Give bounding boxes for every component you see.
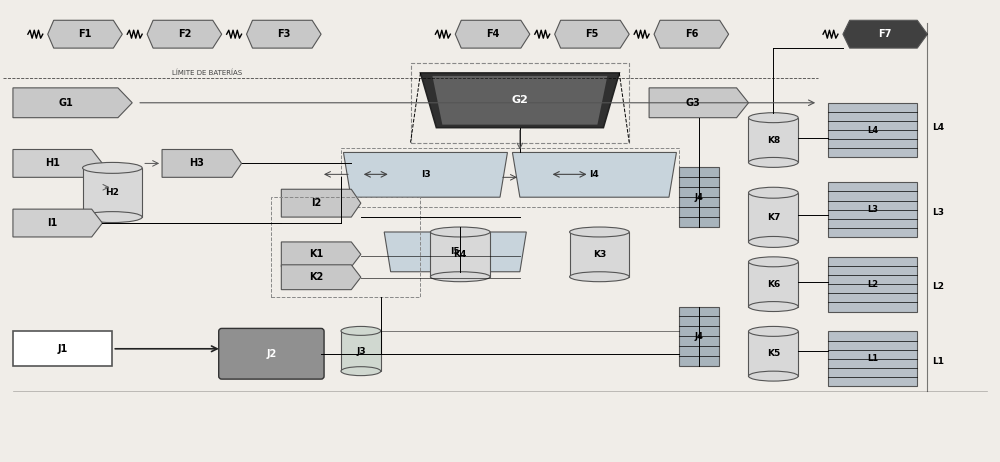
Text: K8: K8 <box>767 135 780 145</box>
Text: L1: L1 <box>867 354 878 363</box>
Polygon shape <box>247 20 321 48</box>
Text: F6: F6 <box>685 29 698 39</box>
Ellipse shape <box>430 227 490 237</box>
Ellipse shape <box>748 327 798 336</box>
Ellipse shape <box>83 212 142 223</box>
Text: I2: I2 <box>311 198 321 208</box>
Ellipse shape <box>748 371 798 381</box>
FancyBboxPatch shape <box>13 331 112 366</box>
Ellipse shape <box>430 272 490 282</box>
Text: F1: F1 <box>78 29 92 39</box>
Text: K6: K6 <box>767 280 780 289</box>
Polygon shape <box>281 189 361 217</box>
Polygon shape <box>13 209 102 237</box>
Bar <box>679 167 719 227</box>
Text: L3: L3 <box>867 205 878 214</box>
Polygon shape <box>420 73 619 128</box>
Ellipse shape <box>748 302 798 311</box>
Polygon shape <box>13 88 132 118</box>
FancyBboxPatch shape <box>219 328 324 379</box>
Ellipse shape <box>570 227 629 237</box>
Bar <box>748 193 798 242</box>
Bar <box>828 331 917 386</box>
Ellipse shape <box>341 367 381 376</box>
Bar <box>570 232 629 277</box>
Bar <box>341 147 679 207</box>
Text: F2: F2 <box>178 29 191 39</box>
Bar <box>341 331 381 371</box>
Bar <box>748 262 798 307</box>
Polygon shape <box>13 150 102 177</box>
Polygon shape <box>654 20 729 48</box>
Ellipse shape <box>570 272 629 282</box>
Text: I5: I5 <box>450 247 460 256</box>
Ellipse shape <box>748 187 798 198</box>
Text: L2: L2 <box>867 280 878 289</box>
Text: K1: K1 <box>309 249 323 259</box>
Polygon shape <box>384 232 526 272</box>
Bar <box>748 118 798 163</box>
Polygon shape <box>281 242 361 267</box>
Text: H3: H3 <box>190 158 204 169</box>
Text: G1: G1 <box>58 98 73 108</box>
Ellipse shape <box>748 257 798 267</box>
Text: G2: G2 <box>511 95 528 105</box>
Text: F5: F5 <box>585 29 599 39</box>
Text: L4: L4 <box>867 126 878 134</box>
Ellipse shape <box>83 163 142 173</box>
Text: K3: K3 <box>593 250 606 259</box>
Ellipse shape <box>748 113 798 122</box>
Text: F7: F7 <box>878 29 892 39</box>
Text: K7: K7 <box>767 213 780 222</box>
Text: K4: K4 <box>454 250 467 259</box>
Text: LÍMITE DE BATERÍAS: LÍMITE DE BATERÍAS <box>172 69 242 76</box>
Text: F3: F3 <box>277 29 290 39</box>
Bar <box>679 307 719 366</box>
Polygon shape <box>162 150 242 177</box>
Text: I3: I3 <box>421 170 430 179</box>
Text: K2: K2 <box>309 272 323 282</box>
Ellipse shape <box>748 158 798 167</box>
Text: G3: G3 <box>685 98 700 108</box>
Text: H2: H2 <box>105 188 119 197</box>
Ellipse shape <box>748 237 798 247</box>
Bar <box>83 168 142 217</box>
Text: J2: J2 <box>266 349 277 359</box>
Ellipse shape <box>341 327 381 335</box>
Polygon shape <box>455 20 530 48</box>
Text: L3: L3 <box>932 207 944 217</box>
Polygon shape <box>432 76 607 125</box>
Bar <box>828 103 917 158</box>
Text: J4: J4 <box>694 332 703 341</box>
Text: J4: J4 <box>694 193 703 202</box>
Bar <box>748 331 798 376</box>
Polygon shape <box>48 20 122 48</box>
Polygon shape <box>281 265 361 290</box>
Text: J3: J3 <box>356 346 366 356</box>
Text: F4: F4 <box>486 29 499 39</box>
Bar <box>271 197 420 297</box>
Text: L1: L1 <box>932 357 944 366</box>
Text: I1: I1 <box>47 218 57 228</box>
Bar <box>828 182 917 237</box>
Polygon shape <box>147 20 222 48</box>
Bar <box>411 63 629 143</box>
Polygon shape <box>343 152 507 197</box>
Polygon shape <box>555 20 629 48</box>
Text: J1: J1 <box>58 344 68 354</box>
Polygon shape <box>843 20 927 48</box>
Text: L4: L4 <box>932 123 945 132</box>
Text: K5: K5 <box>767 349 780 358</box>
Text: I4: I4 <box>590 170 599 179</box>
Bar <box>430 232 490 277</box>
Text: L2: L2 <box>932 282 944 291</box>
Text: H1: H1 <box>45 158 60 169</box>
Polygon shape <box>512 152 676 197</box>
Polygon shape <box>649 88 748 118</box>
Bar <box>828 257 917 311</box>
